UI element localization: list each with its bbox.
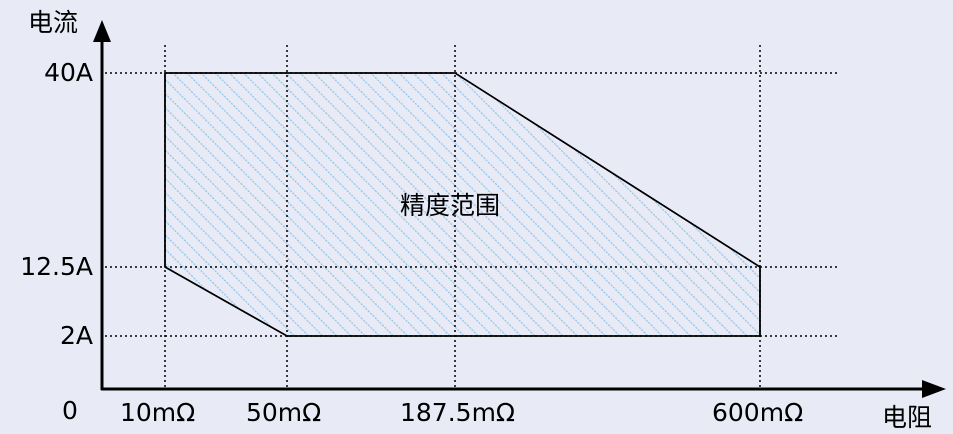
region-label: 精度范围 xyxy=(400,191,501,220)
origin-label: 0 xyxy=(62,396,78,425)
x-axis-arrow-icon xyxy=(922,380,946,398)
x-tick-50mohm: 50mΩ xyxy=(246,398,322,427)
y-tick-40a: 40A xyxy=(44,58,93,87)
x-tick-187-5mohm: 187.5mΩ xyxy=(400,398,516,427)
y-axis-title: 电流 xyxy=(28,8,79,37)
y-tick-12-5a: 12.5A xyxy=(20,252,93,281)
y-tick-2a: 2A xyxy=(59,321,93,350)
y-axis-arrow-icon xyxy=(93,20,111,42)
x-tick-600mohm: 600mΩ xyxy=(712,398,804,427)
x-tick-10mohm: 10mΩ xyxy=(120,398,196,427)
x-axis-title: 电阻 xyxy=(882,403,933,432)
precision-region-outline xyxy=(164,72,761,337)
